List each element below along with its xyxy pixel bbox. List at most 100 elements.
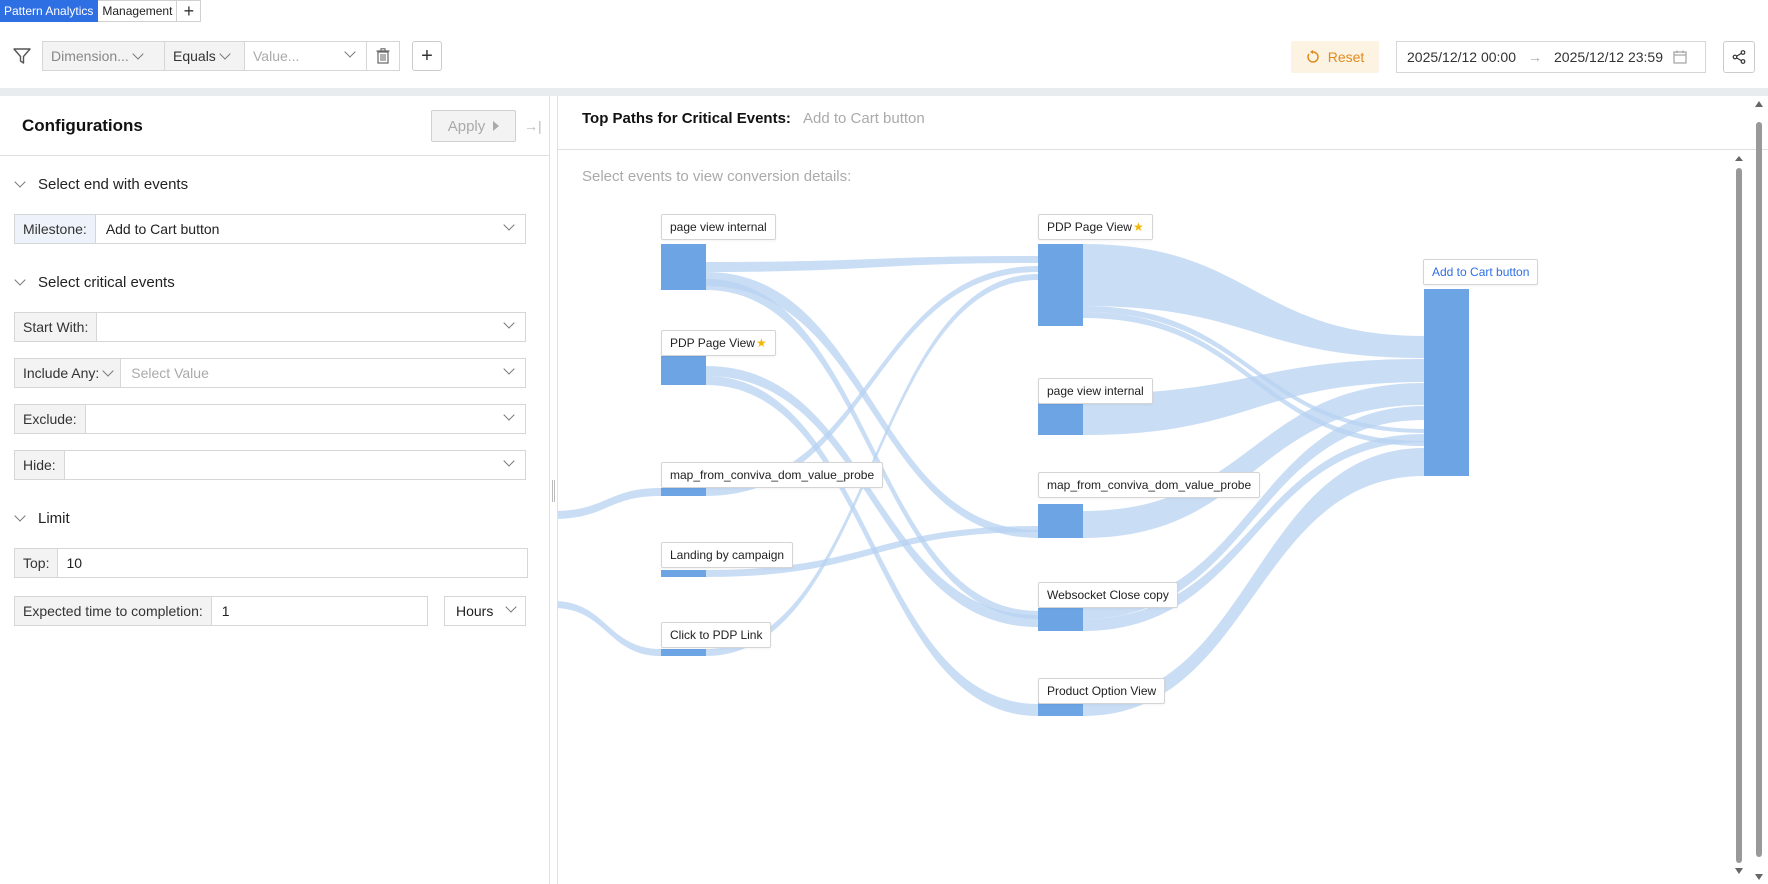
sankey-node-product-option-view[interactable] — [1038, 701, 1083, 716]
filter-icon[interactable] — [12, 46, 32, 66]
top-label: Top: — [15, 549, 59, 577]
collapse-panel-icon[interactable]: →| — [524, 118, 542, 134]
sankey-label-text: Product Option View — [1047, 684, 1157, 698]
sankey-link[interactable] — [1083, 359, 1424, 435]
sankey-label-map-from-conviva-dom-value-probe[interactable]: map_from_conviva_dom_value_probe — [1038, 472, 1261, 498]
chevron-down-icon — [219, 48, 231, 60]
apply-button[interactable]: Apply — [431, 110, 516, 142]
expected-time-value[interactable]: 1 — [221, 603, 230, 619]
delete-filter-button[interactable] — [367, 42, 399, 70]
section-critical-events[interactable]: Select critical events — [14, 274, 175, 291]
sankey-node-add-to-cart-button[interactable] — [1424, 289, 1469, 476]
add-filter-button[interactable]: + — [412, 41, 442, 71]
time-unit-select[interactable]: Hours — [444, 596, 526, 626]
sankey-node-pdp-page-view[interactable] — [661, 356, 706, 385]
sankey-label-product-option-view[interactable]: Product Option View — [1038, 678, 1166, 704]
sankey-node-pdp-page-view[interactable] — [1038, 244, 1083, 326]
chart-title: Top Paths for Critical Events: — [582, 110, 791, 127]
include-any-placeholder: Select Value — [131, 365, 209, 381]
sankey-link[interactable] — [1083, 448, 1424, 716]
hide-label: Hide: — [15, 451, 65, 479]
sankey-label-pdp-page-view[interactable]: PDP Page View ★ — [661, 330, 776, 356]
sankey-label-add-to-cart-button[interactable]: Add to Cart button — [1423, 259, 1539, 285]
play-icon — [493, 121, 500, 131]
reset-button[interactable]: Reset — [1291, 41, 1379, 73]
vertical-scrollbar[interactable] — [1751, 96, 1767, 884]
trash-icon — [376, 48, 390, 64]
value-input[interactable]: Value... — [245, 42, 367, 70]
add-tab-button[interactable]: + — [177, 0, 202, 22]
configurations-panel: Configurations Apply →| Select end with … — [0, 96, 550, 884]
milestone-select[interactable]: Milestone: Add to Cart button — [14, 214, 526, 244]
sankey-label-text: Websocket Close copy — [1047, 588, 1169, 602]
date-start: 2025/12/12 00:00 — [1407, 49, 1516, 65]
sankey-node-websocket-close-copy[interactable] — [1038, 608, 1083, 631]
sankey-label-page-view-internal[interactable]: page view internal — [1038, 378, 1153, 404]
sankey-link[interactable] — [1083, 406, 1424, 619]
sankey-link[interactable] — [706, 266, 1038, 496]
chevron-down-icon — [132, 48, 144, 60]
sankey-label-websocket-close-copy[interactable]: Websocket Close copy — [1038, 582, 1178, 608]
sankey-link[interactable] — [1083, 306, 1424, 433]
star-icon: ★ — [755, 336, 767, 350]
chart-hint: Select events to view conversion details… — [582, 168, 852, 185]
section-limit[interactable]: Limit — [14, 510, 70, 527]
sankey-node-click-to-pdp-link[interactable] — [661, 649, 706, 656]
exclude-label: Exclude: — [15, 405, 86, 433]
sankey-label-text: PDP Page View — [670, 336, 755, 350]
separator-bar — [0, 88, 1768, 96]
top-value[interactable]: 10 — [66, 555, 83, 571]
start-with-label: Start With: — [15, 313, 98, 341]
share-button[interactable] — [1723, 41, 1755, 73]
chevron-down-icon — [14, 176, 26, 188]
reset-icon — [1306, 50, 1319, 63]
chevron-down-icon — [344, 46, 356, 58]
milestone-label: Milestone: — [15, 215, 96, 243]
sankey-link[interactable] — [706, 366, 1038, 627]
sankey-label-page-view-internal[interactable]: page view internal — [661, 214, 776, 240]
operator-select[interactable]: Equals — [165, 42, 245, 70]
share-icon — [1732, 50, 1746, 64]
configurations-title: Configurations — [22, 116, 143, 135]
sankey-link[interactable] — [706, 376, 1038, 716]
sankey-label-text: PDP Page View — [1047, 220, 1132, 234]
sankey-link[interactable] — [706, 279, 1038, 619]
sankey-node-landing-by-campaign[interactable] — [661, 570, 706, 577]
filter-condition: Dimension... Equals Value... — [42, 41, 400, 71]
section-end-events[interactable]: Select end with events — [14, 176, 188, 193]
sankey-link[interactable] — [706, 526, 1038, 577]
sankey-link[interactable] — [558, 488, 661, 519]
include-any-label[interactable]: Include Any: — [15, 359, 122, 387]
hide-select[interactable]: Hide: — [14, 450, 526, 480]
sankey-label-text: page view internal — [1047, 384, 1144, 398]
panel-resize-handle[interactable] — [552, 480, 555, 502]
expected-time-field[interactable]: Expected time to completion: 1 — [14, 596, 428, 626]
tab-management[interactable]: Management — [98, 0, 178, 22]
include-any-select[interactable]: Include Any: Select Value — [14, 358, 526, 388]
sankey-node-map-from-conviva-dom-value-probe[interactable] — [1038, 504, 1083, 538]
sankey-label-landing-by-campaign[interactable]: Landing by campaign — [661, 542, 794, 568]
inner-scrollbar[interactable] — [1733, 156, 1745, 876]
date-range-picker[interactable]: 2025/12/12 00:00 → 2025/12/12 23:59 — [1396, 41, 1706, 73]
sankey-link[interactable] — [558, 601, 661, 656]
sankey-label-text: Landing by campaign — [670, 548, 785, 562]
tab-bar: Pattern Analytics Management + — [0, 0, 202, 22]
sankey-link[interactable] — [706, 256, 1038, 272]
calendar-icon — [1673, 50, 1687, 64]
sankey-label-click-to-pdp-link[interactable]: Click to PDP Link — [661, 622, 772, 648]
sankey-link[interactable] — [706, 272, 1038, 538]
chevron-down-icon — [503, 409, 515, 421]
sankey-link[interactable] — [1083, 434, 1424, 631]
sankey-label-map-from-conviva-dom-value-probe[interactable]: map_from_conviva_dom_value_probe — [661, 462, 884, 488]
sankey-node-map-from-conviva-dom-value-probe[interactable] — [661, 488, 706, 496]
sankey-link[interactable] — [1083, 244, 1424, 358]
sankey-node-page-view-internal[interactable] — [661, 244, 706, 290]
sankey-label-text: map_from_conviva_dom_value_probe — [1047, 478, 1252, 492]
start-with-select[interactable]: Start With: — [14, 312, 526, 342]
exclude-select[interactable]: Exclude: — [14, 404, 526, 434]
sankey-label-pdp-page-view[interactable]: PDP Page View ★ — [1038, 214, 1153, 240]
dimension-select[interactable]: Dimension... — [43, 42, 165, 70]
top-limit-field[interactable]: Top: 10 — [14, 548, 528, 578]
tab-pattern-analytics[interactable]: Pattern Analytics — [0, 0, 99, 22]
sankey-link[interactable] — [1083, 383, 1424, 538]
